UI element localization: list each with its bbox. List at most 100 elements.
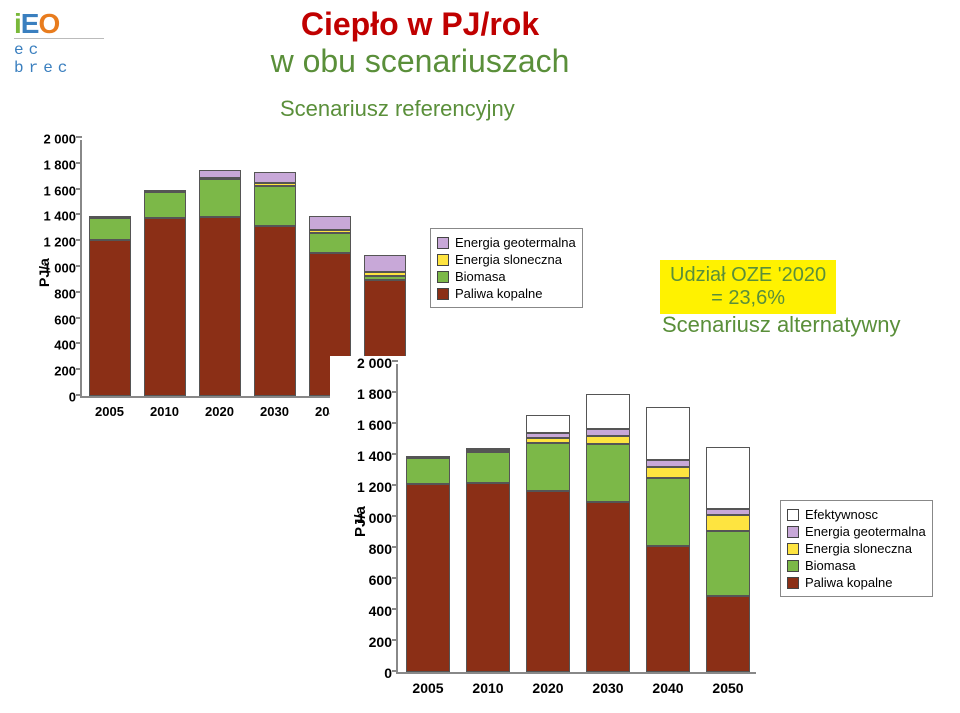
x-tick: 2040 (652, 680, 683, 696)
badge-line1: Udział OZE '2020 (670, 264, 826, 287)
x-tick: 2005 (95, 404, 124, 419)
bar-segment-biomasa (526, 443, 570, 491)
y-tick: 600 (54, 312, 82, 327)
legend-swatch (437, 271, 449, 283)
x-tick: 2020 (532, 680, 563, 696)
y-tick: 1 800 (43, 157, 82, 172)
bar-segment-sloneczna (364, 272, 406, 276)
chart-alternatywny: 02004006008001 0001 2001 4001 6001 8002 … (330, 356, 770, 708)
bar-segment-biomasa (89, 218, 131, 240)
bar-group (406, 362, 450, 672)
bar-segment-geotermalna (646, 460, 690, 467)
bar-segment-geotermalna (144, 190, 186, 192)
legend-item-geotermalna: Energia geotermalna (437, 235, 576, 250)
y-tick: 400 (54, 338, 82, 353)
bar-segment-paliwa (144, 218, 186, 396)
legend-label: Paliwa kopalne (805, 575, 892, 590)
legend-swatch (437, 254, 449, 266)
bar-group (526, 362, 570, 672)
legend-swatch (437, 288, 449, 300)
bar-segment-sloneczna (646, 467, 690, 479)
bar-segment-biomasa (309, 233, 351, 253)
legend-label: Energia sloneczna (455, 252, 562, 267)
y-tick: 600 (369, 572, 398, 588)
chart2-legend: Efektywnosc Energia geotermalna Energia sl… (780, 500, 933, 597)
legend-label: Energia geotermalna (455, 235, 576, 250)
y-tick: 1 200 (43, 235, 82, 250)
badge-line2: = 23,6% (670, 287, 826, 310)
bar-group (254, 138, 296, 396)
bar-group (586, 362, 630, 672)
y-tick: 2 000 (357, 355, 398, 371)
bar-segment-paliwa (706, 596, 750, 672)
legend-item-geotermalna: Energia geotermalna (787, 524, 926, 539)
title-line2: w obu scenariuszach (160, 43, 680, 80)
y-axis-label: PJ/a (36, 258, 52, 287)
legend-swatch (787, 543, 799, 555)
legend-label: Biomasa (455, 269, 506, 284)
bar-segment-sloneczna (526, 438, 570, 443)
bar-segment-sloneczna (706, 515, 750, 531)
bar-segment-efektywnosc (586, 394, 630, 430)
legend-swatch (787, 526, 799, 538)
bar-segment-biomasa (364, 276, 406, 280)
bar-segment-biomasa (586, 444, 630, 501)
legend-item-biomasa: Biomasa (437, 269, 576, 284)
legend-swatch (437, 237, 449, 249)
bar-segment-biomasa (706, 531, 750, 596)
label-scenariusz-referencyjny: Scenariusz referencyjny (280, 96, 515, 122)
bar-segment-geotermalna (89, 216, 131, 218)
y-tick: 0 (69, 390, 82, 405)
bar-segment-geotermalna (586, 429, 630, 435)
bar-segment-geotermalna (309, 216, 351, 230)
bar-group (144, 138, 186, 396)
y-tick: 1 800 (357, 386, 398, 402)
bar-segment-geotermalna (406, 456, 450, 458)
bar-segment-paliwa (199, 217, 241, 396)
title-line1: Ciepło w PJ/rok (160, 6, 680, 43)
logo-sub: ec brec (14, 38, 104, 77)
legend-swatch (787, 560, 799, 572)
bar-segment-paliwa (586, 502, 630, 673)
bar-segment-paliwa (646, 546, 690, 672)
logo-letters: iEO (14, 8, 104, 40)
page-title: Ciepło w PJ/rok w obu scenariuszach (160, 6, 680, 80)
x-tick: 2010 (472, 680, 503, 696)
y-tick: 800 (369, 541, 398, 557)
legend-swatch (787, 509, 799, 521)
y-tick: 0 (384, 665, 398, 681)
bar-group (89, 138, 131, 396)
legend-label: Paliwa kopalne (455, 286, 542, 301)
y-axis-label: PJ/a (352, 506, 369, 537)
bar-segment-paliwa (406, 484, 450, 672)
legend-label: Biomasa (805, 558, 856, 573)
bar-segment-biomasa (466, 452, 510, 483)
x-tick: 2030 (592, 680, 623, 696)
bar-segment-paliwa (466, 483, 510, 672)
y-tick: 200 (54, 364, 82, 379)
legend-item-sloneczna: Energia sloneczna (437, 252, 576, 267)
legend-item-sloneczna: Energia sloneczna (787, 541, 926, 556)
y-tick: 200 (369, 634, 398, 650)
bar-segment-sloneczna (586, 436, 630, 445)
bar-segment-sloneczna (309, 230, 351, 233)
y-tick: 800 (54, 286, 82, 301)
y-tick: 1 600 (357, 417, 398, 433)
bar-group (466, 362, 510, 672)
y-tick: 400 (369, 603, 398, 619)
legend-item-biomasa: Biomasa (787, 558, 926, 573)
legend-label: Energia geotermalna (805, 524, 926, 539)
bar-segment-geotermalna (526, 433, 570, 438)
bar-segment-paliwa (526, 491, 570, 672)
label-scenariusz-alternatywny: Scenariusz alternatywny (662, 312, 900, 338)
bar-segment-sloneczna (254, 183, 296, 186)
y-tick: 1 200 (357, 479, 398, 495)
bar-group (706, 362, 750, 672)
chart1-legend: Energia geotermalna Energia sloneczna Biom… (430, 228, 583, 308)
legend-item-efektywnosc: Efektywnosc (787, 507, 926, 522)
chart2-plot: 02004006008001 0001 2001 4001 6001 8002 … (396, 364, 756, 674)
y-tick: 1 400 (357, 448, 398, 464)
legend-label: Efektywnosc (805, 507, 878, 522)
bar-segment-biomasa (646, 478, 690, 546)
bar-segment-geotermalna (199, 170, 241, 178)
